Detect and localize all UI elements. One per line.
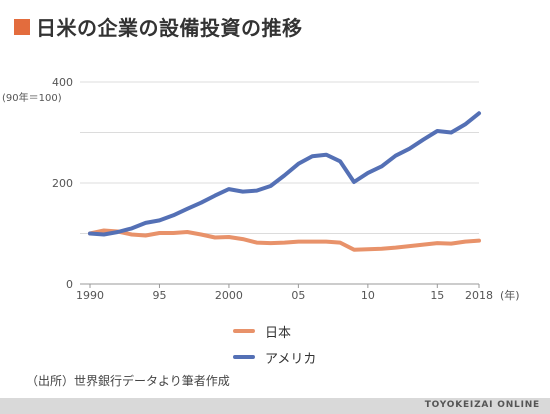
legend: 日本 アメリカ <box>233 318 316 370</box>
legend-swatch-usa <box>233 355 255 359</box>
x-tick-label: 05 <box>291 289 305 302</box>
x-tick-label: 1990 <box>76 289 104 302</box>
y-tick-label: 0 <box>66 278 73 291</box>
x-tick-label: 2018 <box>465 289 493 302</box>
title-accent-square <box>14 18 30 35</box>
legend-item-japan: 日本 <box>233 318 316 344</box>
x-axis-unit-label: (年) <box>500 288 520 302</box>
legend-label-usa: アメリカ <box>265 351 317 367</box>
y-tick-label: 400 <box>52 76 73 89</box>
footer-bar: TOYOKEIZAI ONLINE <box>0 398 550 414</box>
series-layer <box>88 111 481 252</box>
legend-label-japan: 日本 <box>265 325 292 341</box>
x-tick-label: 10 <box>361 289 375 302</box>
legend-swatch-japan <box>233 329 255 333</box>
series-line-japan <box>88 228 481 252</box>
x-tick-label: 15 <box>430 289 444 302</box>
axis-layer: 0 200 400 1990 95 2000 05 10 15 2018 <box>52 76 493 302</box>
x-tick-label: 95 <box>152 289 166 302</box>
chart-title: 日米の企業の設備投資の推移 <box>36 16 303 40</box>
source-note: （出所）世界銀行データより筆者作成 <box>26 374 230 388</box>
y-axis-unit-label: (90年＝100) <box>2 91 62 104</box>
legend-item-usa: アメリカ <box>233 344 316 370</box>
series-line-usa <box>88 111 481 237</box>
y-tick-label: 200 <box>52 177 73 190</box>
x-tick-label: 2000 <box>215 289 243 302</box>
grid-layer <box>80 81 479 234</box>
brand-label: TOYOKEIZAI ONLINE <box>424 400 540 410</box>
title-bar: 日米の企業の設備投資の推移 <box>14 12 303 41</box>
